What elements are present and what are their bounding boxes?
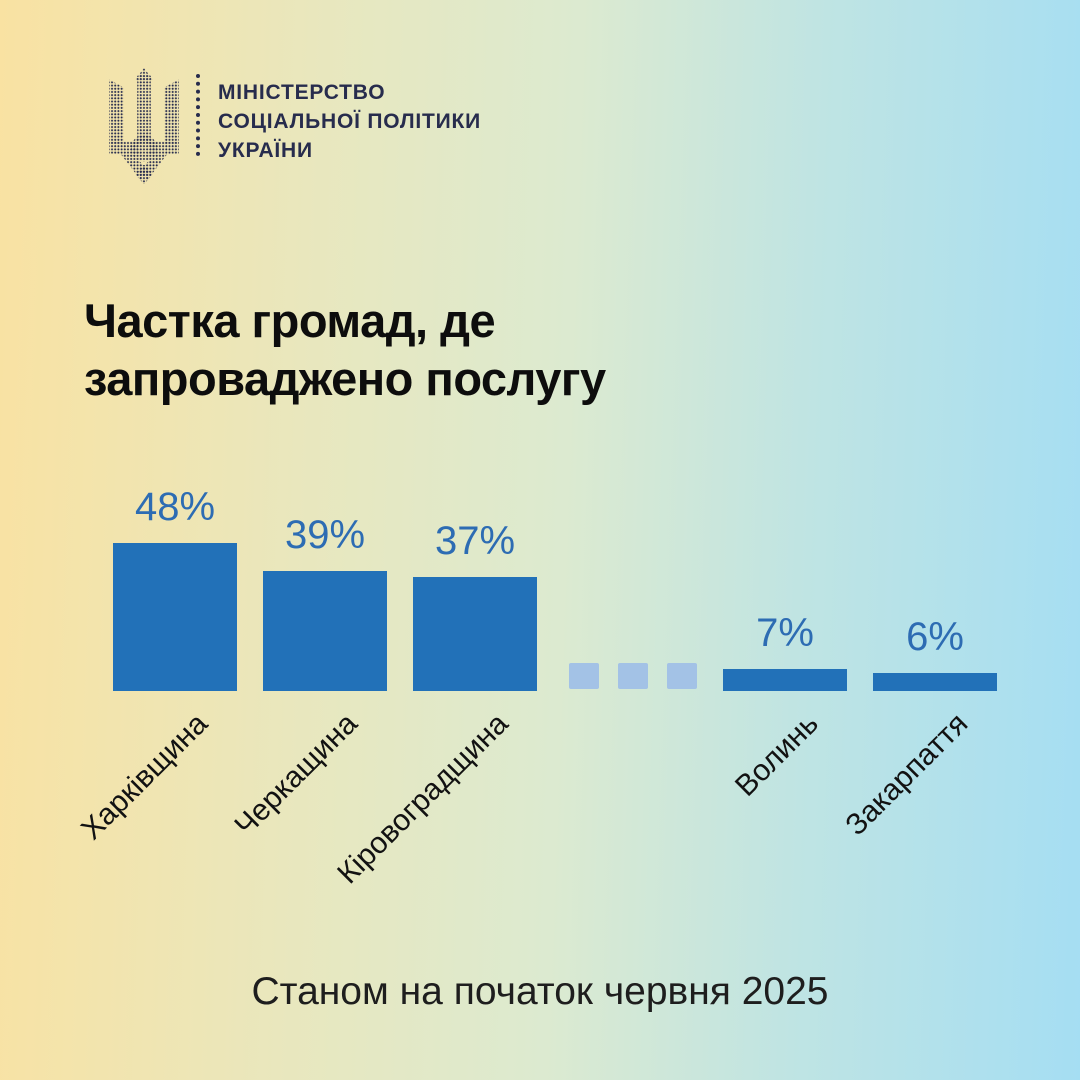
ellipsis-square <box>569 663 599 689</box>
ministry-name-line2: СОЦІАЛЬНОЇ ПОЛІТИКИ <box>218 110 482 133</box>
value-label-Харківщина: 48% <box>134 485 216 529</box>
category-label-Харківщина: Харківщина <box>75 707 215 847</box>
bar-Харківщина <box>113 543 237 691</box>
ministry-logo: МІНІСТЕРСТВО СОЦІАЛЬНОЇ ПОЛІТИКИ УКРАЇНИ <box>104 68 481 186</box>
category-label-Черкащина: Черкащина <box>228 707 365 843</box>
category-label-Волинь: Волинь <box>728 707 825 803</box>
ministry-name: МІНІСТЕРСТВО СОЦІАЛЬНОЇ ПОЛІТИКИ УКРАЇНИ <box>218 78 481 165</box>
chart-title-line2: запроваджено послугу <box>84 352 606 405</box>
chart-title: Частка громад, де запроваджено послугу <box>84 292 606 408</box>
ukraine-trident-icon <box>109 68 179 185</box>
value-label-Кіровоградщина: 37% <box>434 519 516 563</box>
bar-Волинь <box>723 669 847 691</box>
ministry-name-line3: УКРАЇНИ <box>218 139 313 162</box>
date-caption: Станом на початок червня 2025 <box>251 970 829 1013</box>
category-label-Закарпаття: Закарпаття <box>839 707 975 843</box>
ministry-name-line1: МІНІСТЕРСТВО <box>218 81 386 104</box>
value-label-Закарпаття: 6% <box>906 615 964 659</box>
bar-Закарпаття <box>873 673 997 691</box>
ellipsis-square <box>667 663 697 689</box>
logo-divider <box>196 74 200 156</box>
value-label-Черкащина: 39% <box>284 513 366 557</box>
ellipsis-square <box>618 663 648 689</box>
chart-title-line1: Частка громад, де <box>84 294 496 347</box>
value-label-Волинь: 7% <box>756 611 814 655</box>
bar-Кіровоградщина <box>413 577 537 691</box>
bar-Черкащина <box>263 571 387 691</box>
